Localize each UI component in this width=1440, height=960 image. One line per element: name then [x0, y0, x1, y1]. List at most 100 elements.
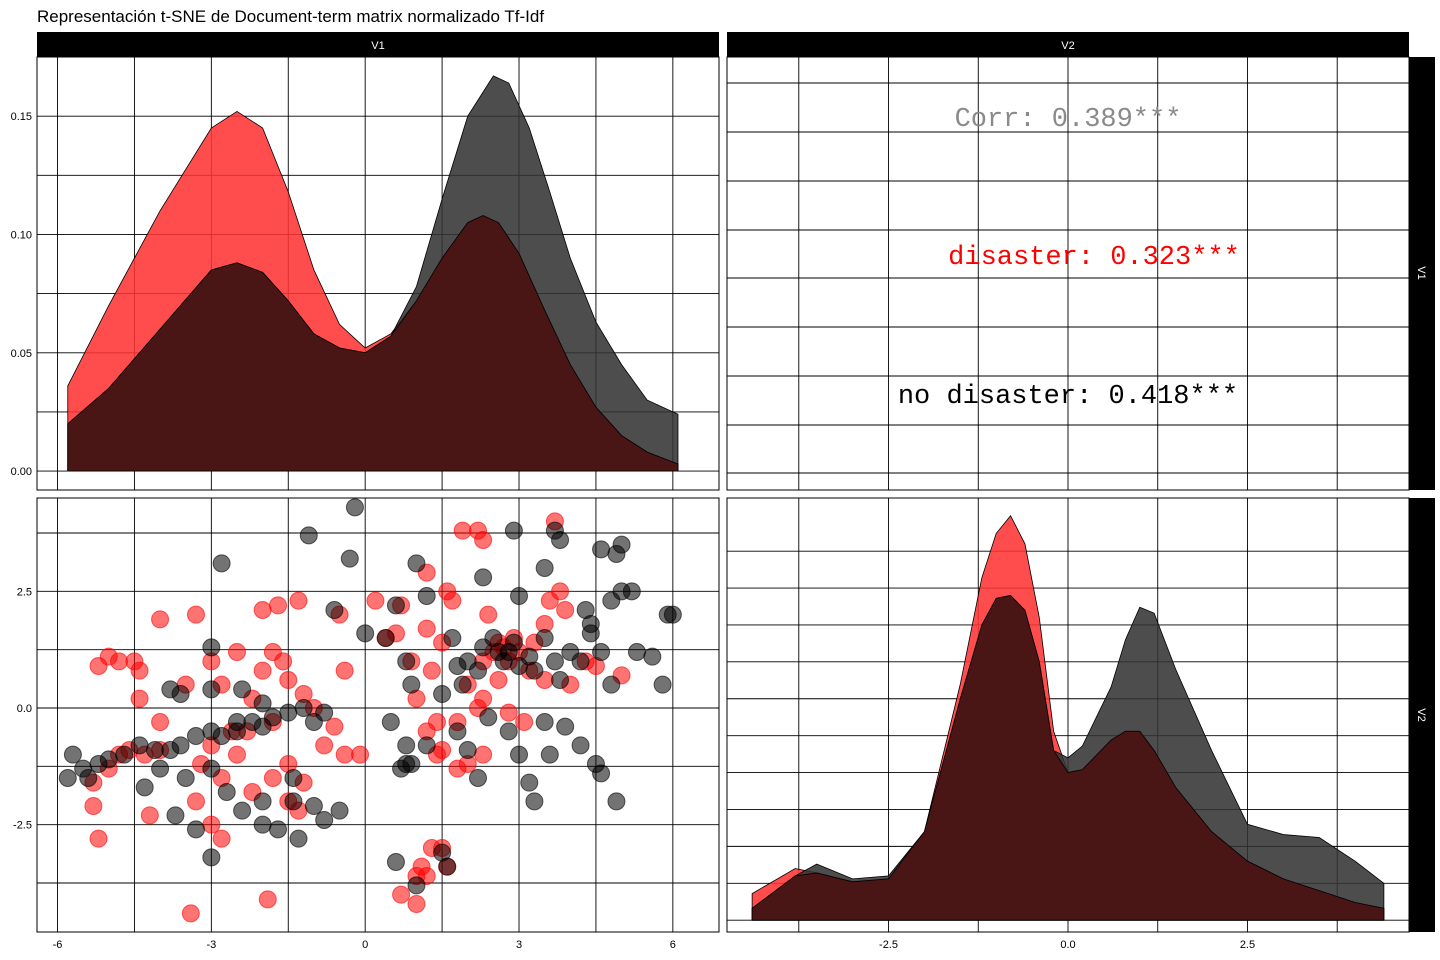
scatter-point-disaster — [325, 717, 344, 736]
scatter-point-no_disaster — [510, 745, 529, 764]
scatter-point-disaster — [417, 619, 436, 638]
scatter-point-disaster — [335, 661, 354, 680]
scatter-point-no_disaster — [535, 629, 554, 647]
scatter-point-no_disaster — [602, 675, 621, 694]
scatter-point-no_disaster — [145, 741, 164, 759]
scatter-point-disaster — [253, 601, 272, 619]
scatter-point-no_disaster — [510, 587, 529, 605]
y-tick-label: 2.5 — [17, 586, 32, 598]
scatter-point-disaster — [202, 815, 221, 834]
scatter-point-no_disaster — [453, 675, 472, 694]
scatter-point-disaster — [186, 792, 205, 811]
scatter-point-no_disaster — [99, 750, 118, 769]
scatter-point-disaster — [474, 745, 493, 764]
strip-top-v1-label: V1 — [371, 40, 384, 52]
y-tick-label: 0.15 — [11, 111, 32, 123]
corr-disaster-value: 0.323*** — [1110, 243, 1240, 273]
density-overlap — [67, 215, 679, 472]
scatter-point-no_disaster — [458, 741, 477, 759]
scatter-point-disaster — [269, 596, 288, 615]
scatter-point-no_disaster — [602, 591, 621, 610]
strip-right-v1 — [1409, 57, 1435, 490]
scatter-point-no_disaster — [381, 713, 400, 731]
scatter-point-no_disaster — [63, 745, 82, 764]
scatter-point-no_disaster — [545, 652, 564, 671]
scatter-point-no_disaster — [284, 792, 303, 811]
scatter-point-disaster — [84, 797, 103, 815]
scatter-point-disaster — [140, 806, 159, 825]
scatter-point-disaster — [258, 890, 277, 909]
scatter-point-no_disaster — [571, 736, 590, 755]
scatter-point-no_disaster — [397, 652, 416, 671]
scatter-point-no_disaster — [407, 876, 426, 895]
scatter-point-disaster — [479, 605, 498, 624]
scatter-point-no_disaster — [504, 633, 523, 652]
corr-no-disaster-label: no disaster: — [898, 382, 1109, 412]
scatter-point-disaster — [351, 745, 370, 764]
scatter-point-no_disaster — [171, 736, 190, 755]
scatter-point-no_disaster — [325, 601, 344, 619]
scatter-point-no_disaster — [289, 829, 308, 848]
y-tick-label: -2.5 — [13, 820, 32, 832]
scatter-point-no_disaster — [279, 703, 298, 722]
scatter-point-no_disaster — [392, 759, 411, 778]
scatter-point-no_disaster — [612, 535, 631, 554]
scatter-point-no_disaster — [299, 526, 318, 545]
scatter-point-no_disaster — [417, 736, 436, 755]
x-tick-label: 2.5 — [1240, 939, 1255, 951]
scatter-point-no_disaster — [592, 764, 611, 783]
scatter-point-disaster — [227, 643, 246, 661]
scatter-point-no_disaster — [115, 745, 134, 764]
scatter-point-no_disaster — [607, 792, 626, 811]
scatter-point-no_disaster — [479, 708, 498, 727]
scatter-point-disaster — [130, 661, 149, 680]
scatter-point-disaster — [551, 582, 570, 601]
scatter-point-no_disaster — [571, 652, 590, 671]
scatter-point-no_disaster — [376, 629, 395, 647]
scatter-point-no_disaster — [202, 759, 221, 778]
scatter-point-no_disaster — [330, 801, 349, 820]
strip-top-v2 — [727, 32, 1409, 57]
scatter-point-disaster — [274, 652, 293, 671]
strip-right-v1-label: V1 — [1415, 266, 1427, 279]
scatter-point-disaster — [212, 829, 231, 848]
scatter-point-no_disaster — [212, 554, 231, 573]
scatter-point-disaster — [556, 601, 575, 619]
x-tick-label: -6 — [53, 939, 63, 951]
scatter-point-disaster — [130, 689, 149, 708]
scatter-point-no_disaster — [525, 792, 544, 811]
x-tick-label: -3 — [206, 939, 216, 951]
scatter-point-disaster — [407, 895, 426, 913]
scatter-point-no_disaster — [294, 699, 313, 717]
scatter-point-disaster — [253, 661, 272, 680]
scatter-point-disaster — [427, 713, 446, 731]
scatter-point-disaster — [263, 769, 282, 787]
corr-no-disaster-text: no disaster: 0.418*** — [898, 382, 1238, 412]
scatter-point-no_disaster — [186, 727, 205, 745]
scatter-point-no_disaster — [315, 811, 334, 829]
strip-top-v2-label: V2 — [1061, 40, 1074, 52]
scatter-point-no_disaster — [535, 713, 554, 731]
scatter-point-disaster — [181, 904, 200, 923]
scatter-point-no_disaster — [474, 568, 493, 587]
scatter-point-no_disaster — [217, 783, 236, 801]
scatter-point-no_disaster — [227, 713, 246, 731]
scatter-point-no_disaster — [592, 540, 611, 559]
strip-top-v1 — [37, 32, 719, 57]
corr-all-text: Corr: 0.389*** — [955, 105, 1182, 135]
scatter-point-no_disaster — [417, 587, 436, 605]
scatter-point-no_disaster — [233, 680, 252, 699]
scatter-point-disaster — [151, 610, 170, 629]
scatter-point-disaster — [422, 661, 441, 680]
panel-v1-v2-scatter: -6 -3 0 3 6 -2.5 0.0 2.5 — [13, 497, 720, 951]
scatter-point-no_disaster — [653, 675, 672, 694]
scatter-point-no_disaster — [504, 521, 523, 540]
scatter-point-no_disaster — [202, 638, 221, 657]
panel-v1-density: 0.00 0.05 0.10 0.15 — [11, 56, 720, 491]
scatter-point-no_disaster — [397, 736, 416, 755]
scatter-point-no_disaster — [233, 801, 252, 820]
scatter-point-no_disaster — [340, 549, 359, 568]
scatter-point-no_disaster — [627, 643, 646, 661]
scatter-point-no_disaster — [161, 680, 180, 699]
scatter-point-disaster — [392, 885, 411, 904]
